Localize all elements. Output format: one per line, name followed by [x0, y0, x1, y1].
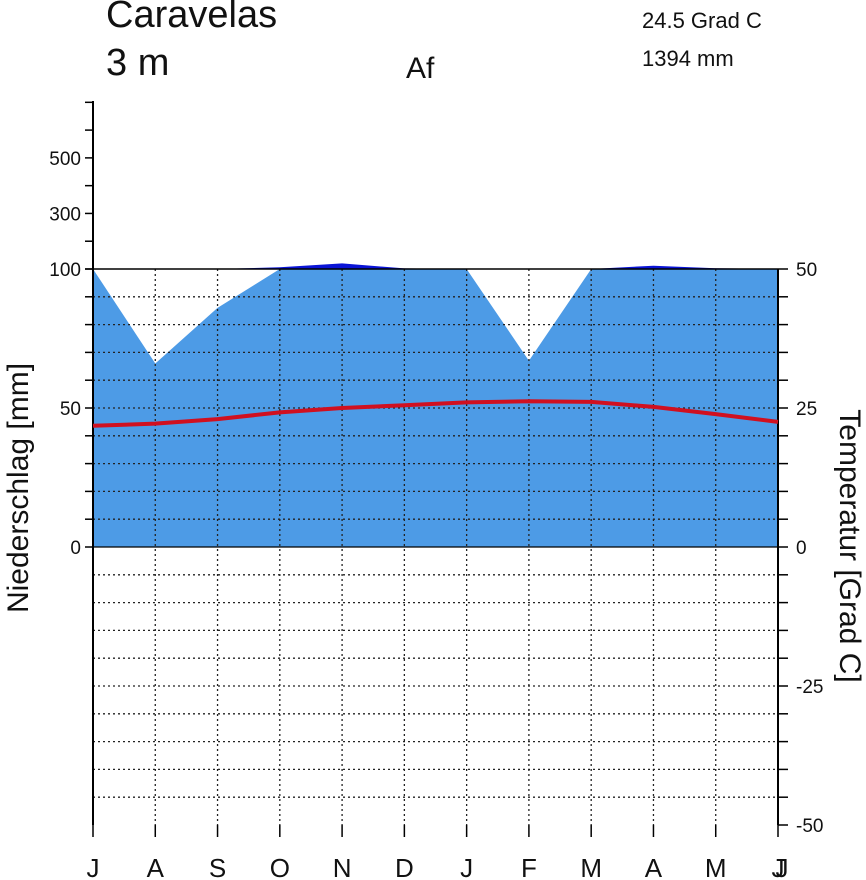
right-tick-label: 25 — [796, 399, 817, 420]
right-tick-label: -25 — [796, 677, 823, 698]
month-label: S — [209, 853, 226, 880]
month-label: J — [776, 853, 789, 880]
perhumid-area — [93, 263, 778, 269]
month-label: J — [460, 853, 473, 880]
month-label: M — [705, 853, 727, 880]
climate-class: Af — [406, 52, 435, 85]
month-label: F — [521, 853, 537, 880]
right-axis-title: Temperatur [Grad C] — [833, 409, 866, 682]
left-axis-title: Niederschlag [mm] — [2, 363, 35, 613]
axes — [85, 101, 788, 837]
month-label: M — [580, 853, 602, 880]
month-label: D — [395, 853, 414, 880]
annual-precipitation: 1394 mm — [642, 46, 734, 71]
humid-area — [93, 269, 778, 547]
station-name: Caravelas — [106, 0, 278, 36]
month-label: J — [87, 853, 100, 880]
month-label: J — [772, 853, 785, 880]
right-tick-label: 0 — [796, 538, 807, 559]
month-label: N — [333, 853, 352, 880]
right-tick-label: 50 — [796, 260, 817, 281]
month-label: A — [645, 853, 663, 880]
left-tick-label: 50 — [60, 399, 81, 420]
right-tick-label: -50 — [796, 816, 823, 837]
month-label: A — [147, 853, 165, 880]
station-elevation: 3 m — [106, 42, 170, 84]
left-tick-label: 100 — [49, 260, 81, 281]
left-tick-label: 300 — [49, 204, 81, 225]
mean-temperature: 24.5 Grad C — [642, 8, 762, 33]
temperature-curve-group — [92, 399, 779, 428]
left-tick-label: 0 — [70, 538, 81, 559]
temperature-line — [92, 399, 779, 428]
month-label: O — [270, 853, 290, 880]
left-tick-label: 500 — [49, 149, 81, 170]
